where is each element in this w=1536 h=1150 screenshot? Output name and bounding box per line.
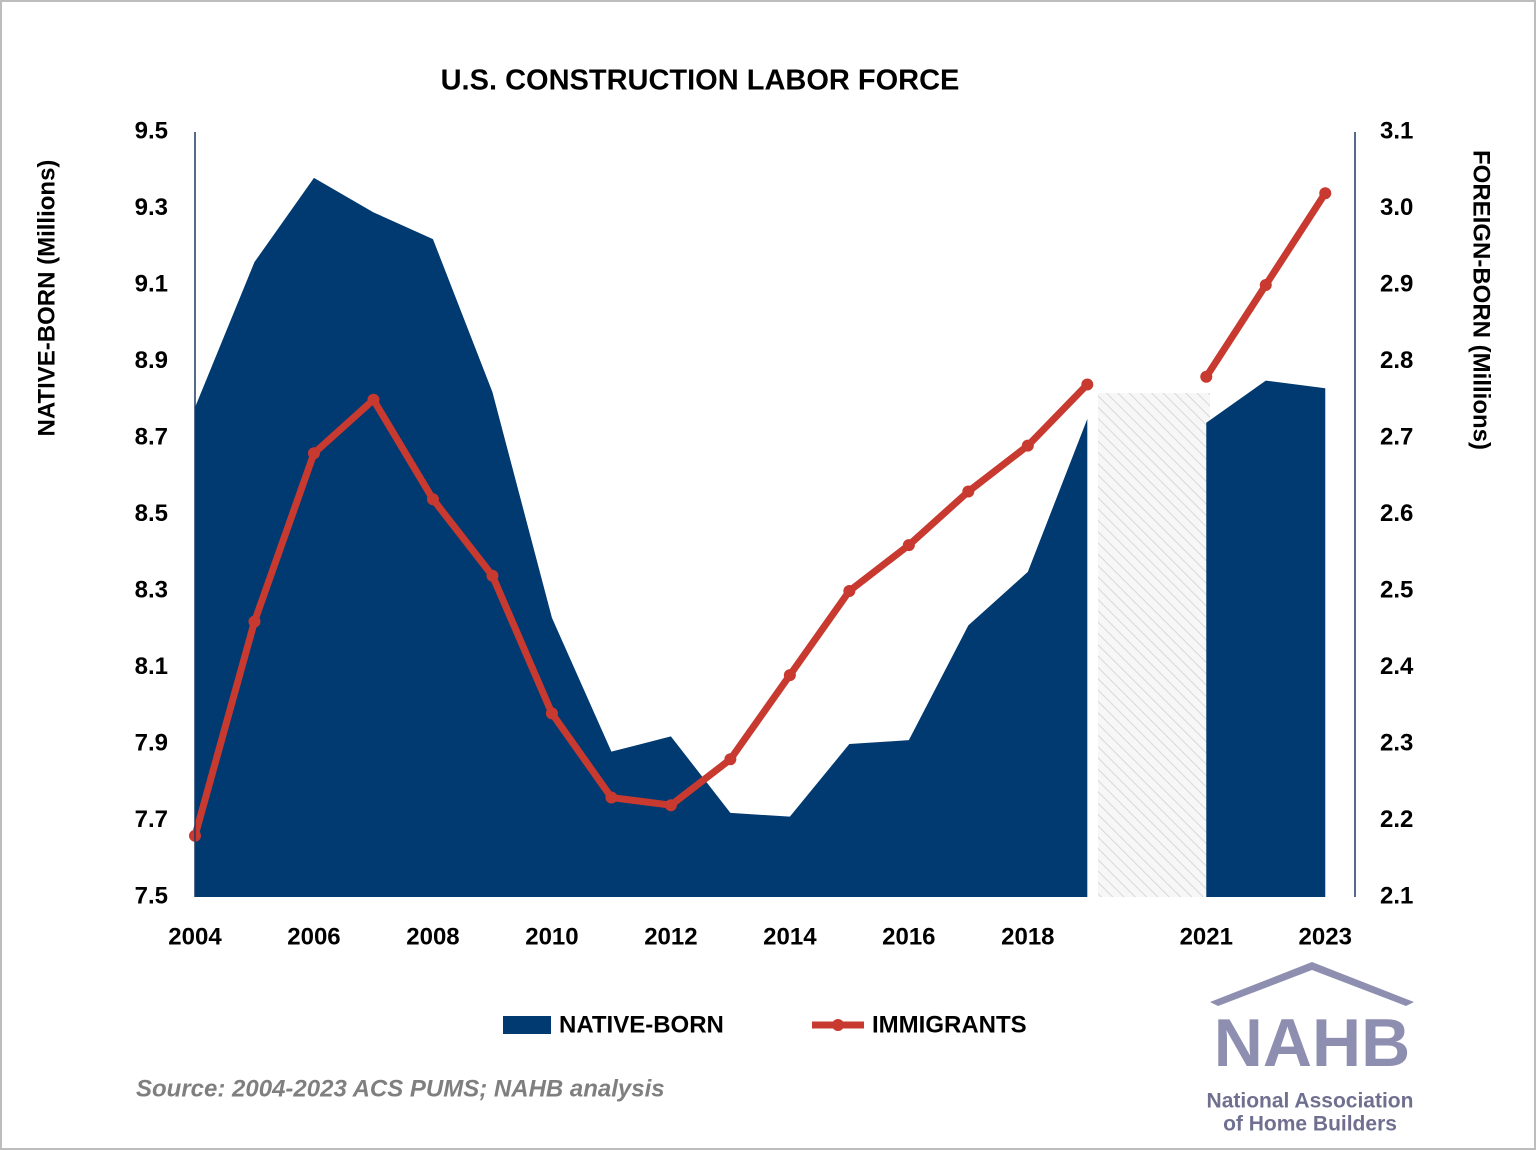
line-point — [1081, 378, 1094, 391]
line-point — [426, 493, 439, 506]
y-tick-label: 7.5 — [135, 882, 168, 909]
line-point — [843, 585, 856, 597]
x-tick-label: 2012 — [644, 923, 697, 950]
y-tick-label: 7.7 — [135, 806, 168, 833]
y2-tick-label: 2.2 — [1380, 806, 1413, 833]
y-tick-label: 8.3 — [135, 576, 168, 603]
line-point — [724, 753, 737, 766]
x-tick-label: 2021 — [1180, 923, 1233, 950]
y2-tick-label: 2.6 — [1380, 500, 1413, 527]
line-point — [783, 669, 796, 682]
y-tick-label: 9.1 — [135, 270, 168, 297]
legend-label: IMMIGRANTS — [872, 1011, 1027, 1038]
y2-tick-label: 3.1 — [1380, 117, 1413, 144]
y2-tick-label: 2.3 — [1380, 729, 1413, 756]
legend-marker — [832, 1019, 844, 1031]
line-point — [1259, 279, 1272, 291]
x-tick-label: 2014 — [763, 923, 817, 950]
y-tick-label: 8.1 — [135, 653, 168, 680]
y2-tick-label: 2.9 — [1380, 270, 1413, 297]
legend-item: NATIVE-BORN — [503, 1011, 724, 1038]
x-tick-label: 2008 — [406, 923, 459, 950]
x-tick-label: 2010 — [525, 923, 578, 950]
line-point — [902, 539, 915, 552]
y-tick-label: 9.5 — [135, 117, 168, 144]
source-note: Source: 2004-2023 ACS PUMS; NAHB analysi… — [136, 1075, 665, 1102]
x-tick-label: 2018 — [1001, 923, 1054, 950]
y2-tick-label: 3.0 — [1380, 194, 1413, 221]
x-tick-label: 2004 — [168, 923, 222, 950]
legend-swatch — [503, 1016, 551, 1034]
x-tick-label: 2023 — [1299, 923, 1352, 950]
chart-title: U.S. CONSTRUCTION LABOR FORCE — [441, 65, 960, 97]
y-tick-label: 9.3 — [135, 194, 168, 221]
line-point — [1319, 187, 1332, 200]
x-tick-label: 2016 — [882, 923, 935, 950]
line-point — [248, 615, 261, 628]
logo: NAHB National Association of Home Builde… — [1207, 962, 1414, 1136]
y2-tick-label: 2.1 — [1380, 882, 1413, 909]
line-point — [545, 707, 558, 720]
y-axis-label: NATIVE-BORN (Millions) — [33, 160, 60, 437]
line-point — [664, 799, 677, 812]
missing-year-hatch — [1098, 393, 1210, 897]
line-point — [1200, 370, 1213, 383]
logo-name: of Home Builders — [1223, 1113, 1397, 1136]
y-tick-label: 7.9 — [135, 729, 168, 756]
line-point — [1021, 439, 1034, 452]
area — [195, 177, 1326, 897]
y2-tick-label: 2.8 — [1380, 347, 1413, 374]
y2-tick-label: 2.7 — [1380, 423, 1413, 450]
line-point — [486, 569, 499, 582]
y-tick-label: 8.9 — [135, 347, 168, 374]
x-tick-label: 2006 — [287, 923, 340, 950]
line-point — [962, 485, 975, 498]
legend-label: NATIVE-BORN — [559, 1011, 724, 1038]
y2-tick-label: 2.5 — [1380, 576, 1413, 603]
line-point — [307, 447, 320, 460]
y-tick-label: 8.7 — [135, 423, 168, 450]
legend-item: IMMIGRANTS — [812, 1011, 1027, 1038]
logo-name: National Association — [1207, 1090, 1414, 1113]
y-tick-label: 8.5 — [135, 500, 168, 527]
logo-mark: NAHB — [1214, 1005, 1410, 1081]
line-point — [605, 791, 618, 804]
y2-axis-label: FOREIGN-BORN (Millions) — [1468, 150, 1495, 450]
line-point — [367, 393, 380, 406]
y2-tick-label: 2.4 — [1380, 653, 1414, 680]
